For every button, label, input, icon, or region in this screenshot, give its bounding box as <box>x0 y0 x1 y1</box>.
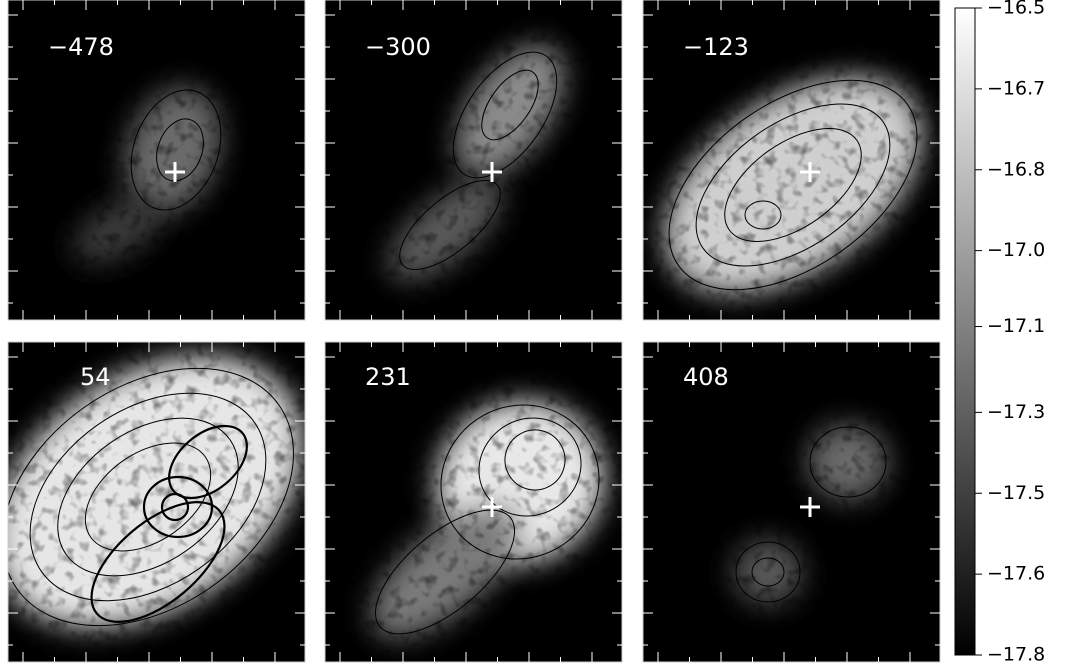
panel-image <box>8 342 305 662</box>
colorbar-tick-label: −17.1 <box>987 315 1045 337</box>
noise <box>643 342 940 662</box>
colorbar-tick-label: −16.5 <box>987 0 1045 19</box>
noise <box>643 0 940 320</box>
colorbar-tick-label: −17.8 <box>987 644 1045 663</box>
colorbar-tick-label: −17.0 <box>987 239 1045 261</box>
contour <box>695 103 891 267</box>
velocity-label: −300 <box>365 33 431 61</box>
panel-image <box>643 342 940 662</box>
contour <box>452 51 558 179</box>
frame <box>7 341 306 663</box>
velocity-label: −123 <box>683 33 749 61</box>
contour <box>744 200 782 230</box>
contour <box>156 118 204 182</box>
panel: 231 <box>324 341 624 663</box>
colorbar-tick-label: −17.5 <box>987 482 1045 504</box>
center-cross <box>800 497 820 517</box>
panel: −300 <box>324 0 624 321</box>
frame <box>324 0 623 321</box>
panel-image <box>325 0 622 320</box>
panel-image <box>8 0 305 320</box>
contour <box>735 541 801 603</box>
contour <box>8 367 294 627</box>
contour <box>399 179 501 271</box>
noise <box>325 0 622 320</box>
velocity-label: 231 <box>365 363 411 391</box>
panel-image <box>643 0 940 320</box>
colorbar-ticks: −16.5 −16.7 −16.8 −17.0 −17.1 −17.3 −17.5 −17.6… <box>975 0 1045 663</box>
colorbar-tick-label: −17.6 <box>987 563 1045 585</box>
panel-image <box>325 342 622 662</box>
panel: −478 <box>7 0 307 321</box>
contour <box>751 557 785 587</box>
velocity-label: 54 <box>80 363 111 391</box>
contour <box>724 128 862 242</box>
contour <box>142 475 214 539</box>
frame <box>324 341 623 663</box>
frame <box>642 0 941 321</box>
colorbar-tick-label: −16.7 <box>987 77 1045 99</box>
noise <box>8 342 305 662</box>
center-cross <box>482 497 502 517</box>
contour <box>90 501 226 623</box>
contour <box>160 492 190 522</box>
contour <box>478 417 582 517</box>
contour <box>809 426 887 498</box>
panel: 408 <box>642 341 942 663</box>
contour <box>168 424 248 500</box>
center-cross <box>482 162 502 182</box>
contour <box>29 392 267 602</box>
frame <box>642 341 941 663</box>
contour <box>84 442 212 552</box>
contour <box>504 429 566 491</box>
frame <box>7 0 306 321</box>
noise <box>325 342 622 662</box>
panel: −123 <box>642 0 942 321</box>
contour <box>668 79 918 291</box>
velocity-label: −478 <box>48 33 114 61</box>
colorbar <box>954 7 976 656</box>
colorbar-tick-label: −17.3 <box>987 401 1045 423</box>
colorbar-tick-label: −16.8 <box>987 158 1045 180</box>
contour <box>481 69 539 141</box>
velocity-label: 408 <box>683 363 729 391</box>
contour <box>130 89 222 211</box>
panel: 54 <box>7 341 307 663</box>
panels: −478 −300 −123 54 231 408 <box>7 0 942 663</box>
center-cross <box>165 162 185 182</box>
contour <box>57 417 239 577</box>
center-cross <box>800 162 820 182</box>
contour <box>374 509 516 635</box>
